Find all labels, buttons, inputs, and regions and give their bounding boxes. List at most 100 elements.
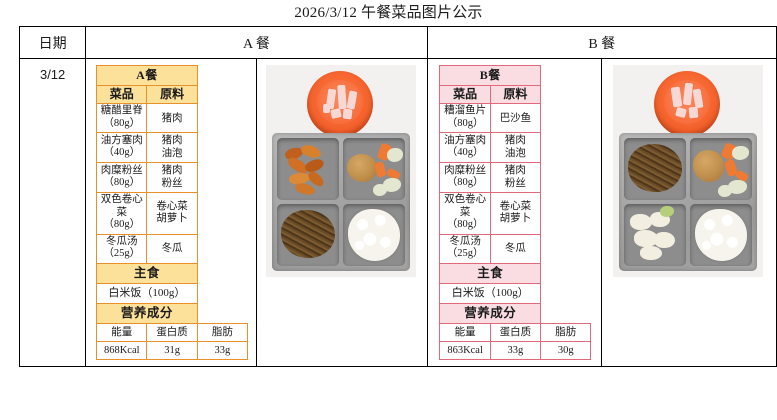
meal-b-dish-0: 糟溜鱼片 （80g） <box>439 103 491 133</box>
ingredient-line: 油泡 <box>161 147 183 159</box>
ingredient-line: 胡萝卜 <box>156 213 188 225</box>
meal-a-nutrition-value-1: 31g <box>146 340 198 360</box>
ingredient-line: 胡萝卜 <box>499 213 532 225</box>
meal-b-dish-2: 肉糜粉丝 （80g） <box>439 162 491 193</box>
header-date: 日期 <box>18 26 87 59</box>
soup-bowl-icon <box>654 71 721 137</box>
meal-a-staple-label: 主食 <box>96 262 198 284</box>
dish-name: 糟溜鱼片 <box>444 105 487 116</box>
dish-amount: （40g） <box>446 147 484 158</box>
ingredient-line: 猪肉 <box>504 165 526 176</box>
meal-b-staple-label: 主食 <box>439 262 542 284</box>
meal-b-nutrition-values: 863Kcal 33g 30g <box>439 340 592 360</box>
meal-a-nutrition-labels: 能量 蛋白质 脂肪 <box>96 322 249 342</box>
meal-a-tray-photo <box>265 65 416 277</box>
dish-name: 糖醋里脊 <box>100 105 143 116</box>
dish-amount: （80g） <box>103 219 141 230</box>
dish-name: 肉糜粉丝 <box>444 164 487 176</box>
ingredient-line: 巴沙鱼 <box>499 112 532 124</box>
meal-a-ingredient-2: 猪肉 粉丝 <box>146 162 198 193</box>
meal-b-nutrition-label-2: 脂肪 <box>540 322 592 342</box>
meal-tray <box>619 133 758 271</box>
meal-b-nutrition-label: 营养成分 <box>439 302 542 324</box>
meal-b-ingredient-0: 巴沙鱼 <box>489 103 542 133</box>
dish-name: 油方塞肉 <box>444 134 487 146</box>
meal-a-nutrition-value-0: 868Kcal <box>96 340 148 360</box>
meal-b-nutrition-value-2: 30g <box>540 340 592 360</box>
tray-slot-patty-and-vegetables <box>690 138 753 200</box>
dish-amount: （40g） <box>103 147 141 158</box>
meal-b-dish-row: 冬瓜汤 （25g） 冬瓜 <box>439 233 591 264</box>
dish-amount: （80g） <box>446 177 484 188</box>
meal-b-nutrition-value-0: 863Kcal <box>439 340 491 360</box>
dish-amount: （80g） <box>446 219 484 230</box>
meal-a-dish-1: 油方塞肉 （40g） <box>96 132 148 163</box>
cell-meal-b-photo <box>601 58 777 367</box>
meal-a-ingredient-0: 猪肉 <box>146 103 198 133</box>
meal-b-nutrition-label-0: 能量 <box>439 322 491 342</box>
menu-table: 日期 A 餐 B 餐 3/12 A餐 菜品 原料 <box>18 26 777 367</box>
ingredient-line: 冬瓜 <box>161 243 183 254</box>
meal-b-dish-row: 肉糜粉丝 （80g） 猪肉 粉丝 <box>439 162 591 193</box>
meal-b-title: B餐 <box>439 65 542 86</box>
dish-name: 肉糜粉丝 <box>100 164 143 176</box>
dish-amount: （80g） <box>103 177 141 188</box>
meal-a-dish-row: 肉糜粉丝 （80g） 猪肉 粉丝 <box>96 162 248 193</box>
meal-a-dish-4: 冬瓜汤 （25g） <box>96 233 148 264</box>
page-title: 2026/3/12 午餐菜品图片公示 <box>294 5 483 21</box>
tray-slot-glass-noodles <box>624 138 687 200</box>
cell-meal-a-photo <box>255 58 428 367</box>
meal-b-dish-row: 油方塞肉 （40g） 猪肉 油泡 <box>439 132 591 163</box>
meal-b-ingredient-1: 猪肉 油泡 <box>489 132 542 163</box>
dish-name: 油方塞肉 <box>100 134 143 146</box>
dish-name: 双色卷心菜 <box>444 194 487 218</box>
cell-meal-b-menu: B餐 菜品 原料 糟溜鱼片 （80g） <box>426 58 603 367</box>
dish-amount: （25g） <box>446 248 484 259</box>
meal-a-nutrition-label-0: 能量 <box>96 322 148 342</box>
ingredient-line: 卷心菜 <box>499 200 532 212</box>
meal-b-ingredient-2: 猪肉 粉丝 <box>489 162 542 193</box>
meal-b-ingredient-4: 冬瓜 <box>489 233 542 264</box>
table-header-row: 日期 A 餐 B 餐 <box>18 26 777 59</box>
dish-amount: （80g） <box>446 117 484 129</box>
ingredient-line: 粉丝 <box>504 177 526 189</box>
meal-b-dish-3: 双色卷心菜 （80g） <box>439 192 491 235</box>
meal-a-nutrition-label-1: 蛋白质 <box>146 322 198 342</box>
tray-slot-sweet-sour-pork <box>276 138 339 200</box>
meal-b-menu-table: B餐 菜品 原料 糟溜鱼片 （80g） <box>439 65 592 360</box>
meal-a-menu-table: A餐 菜品 原料 糖醋里脊 （80g） <box>96 65 249 360</box>
meal-a-staple-value: 白米饭（100g） <box>96 282 198 304</box>
meal-a-dish-0: 糖醋里脊 （80g） <box>96 103 148 133</box>
meal-a-nutrition-label-2: 脂肪 <box>196 322 249 342</box>
ingredient-line: 冬瓜 <box>504 243 526 254</box>
meal-b-dish-1: 油方塞肉 （40g） <box>439 132 491 163</box>
tray-slot-glass-noodles <box>276 204 339 266</box>
ingredient-line: 猪肉 <box>161 165 183 176</box>
soup-bowl-icon <box>306 71 373 137</box>
tray-slot-white-rice <box>690 204 753 266</box>
meal-b-dish-row: 糟溜鱼片 （80g） 巴沙鱼 <box>439 103 591 133</box>
ingredient-line: 卷心菜 <box>156 200 188 212</box>
meal-a-nutrition-label: 营养成分 <box>96 302 198 324</box>
meal-a-ingredient-3: 卷心菜 胡萝卜 <box>146 192 198 235</box>
meal-a-dish-row: 冬瓜汤 （25g） 冬瓜 <box>96 233 248 264</box>
meal-a-nutrition-values: 868Kcal 31g 33g <box>96 340 249 360</box>
tray-slot-fish-fillet <box>624 204 687 266</box>
cell-date: 3/12 <box>18 58 87 367</box>
dish-amount: （80g） <box>103 117 141 129</box>
meal-a-col-dish: 菜品 <box>96 85 148 104</box>
meal-a-dish-row: 油方塞肉 （40g） 猪肉 油泡 <box>96 132 248 163</box>
ingredient-line: 猪肉 <box>504 135 526 146</box>
meal-b-dish-row: 双色卷心菜 （80g） 卷心菜 胡萝卜 <box>439 192 591 235</box>
ingredient-line: 油泡 <box>504 147 526 159</box>
meal-a-ingredient-1: 猪肉 油泡 <box>146 132 198 163</box>
meal-tray <box>271 133 410 271</box>
meal-a-col-ingredient: 原料 <box>146 85 198 104</box>
meal-b-staple-value: 白米饭（100g） <box>439 282 542 304</box>
table-row: 3/12 A餐 菜品 原料 糖醋里脊 <box>18 58 777 367</box>
dish-amount: （25g） <box>103 248 141 259</box>
meal-b-ingredient-3: 卷心菜 胡萝卜 <box>489 192 542 235</box>
meal-b-col-ingredient: 原料 <box>489 85 542 104</box>
header-meal-b: B 餐 <box>426 26 777 59</box>
